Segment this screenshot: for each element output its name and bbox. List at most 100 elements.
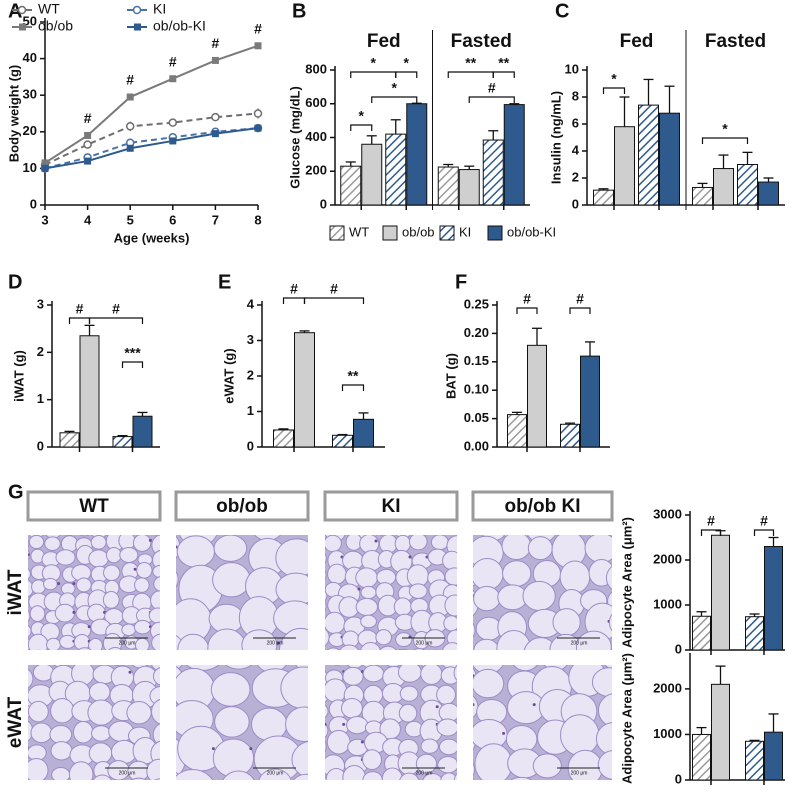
- legend-label: ob/ob-KI: [153, 18, 206, 34]
- group-label: Fasted: [705, 31, 766, 52]
- nucleus: [502, 731, 506, 735]
- adipocyte: [436, 718, 457, 737]
- series-line: [44, 127, 259, 170]
- adipocyte: [105, 546, 122, 564]
- adipocyte: [608, 613, 612, 632]
- y-tick-label: 600: [305, 95, 327, 110]
- annotation: #: [523, 291, 531, 307]
- adipocyte: [456, 759, 457, 765]
- nucleus: [380, 653, 383, 656]
- group-label: Fed: [367, 31, 401, 52]
- y-tick-label: 4: [572, 142, 580, 157]
- adipocyte: [595, 722, 612, 756]
- bar: [580, 355, 600, 448]
- adipocyte: [399, 772, 420, 780]
- y-tick-label: 0.00: [464, 438, 489, 453]
- y-tick-label: 0: [675, 641, 682, 656]
- bracket: [447, 71, 494, 78]
- adipocyte: [92, 774, 113, 780]
- adipocyte: [458, 720, 476, 739]
- adipocyte: [379, 645, 397, 650]
- histology-image: 200 μm: [176, 665, 308, 785]
- adipocyte: [103, 564, 121, 582]
- bar: [737, 164, 758, 206]
- annotation: #: [84, 110, 92, 126]
- column-header-box: [174, 490, 310, 522]
- bar: [692, 186, 713, 206]
- adipocyte: [333, 665, 341, 666]
- adipocyte: [54, 603, 76, 623]
- adipocyte: [146, 758, 160, 780]
- panel-label: F: [455, 271, 467, 293]
- adipocyte: [395, 632, 413, 648]
- bracket: [371, 96, 418, 103]
- adipocyte: [442, 550, 457, 571]
- panel-label: D: [8, 271, 22, 293]
- series-line: [44, 127, 259, 170]
- column-header-box: [323, 490, 459, 522]
- y-tick-label: 50: [23, 13, 37, 28]
- series-line: [44, 112, 259, 166]
- bracket: [88, 317, 144, 324]
- nucleus: [169, 671, 172, 674]
- bracket: [350, 124, 373, 131]
- bar: [507, 414, 527, 448]
- y-tick-label: 2000: [653, 680, 682, 695]
- adipocyte: [176, 769, 214, 780]
- adipocyte: [28, 568, 31, 580]
- adipocyte: [325, 678, 348, 703]
- annotation: #: [169, 53, 177, 69]
- adipocyte: [70, 781, 91, 793]
- adipocyte: [28, 700, 49, 723]
- adipocyte: [10, 647, 31, 667]
- bar: [713, 168, 734, 206]
- adipocyte: [151, 535, 160, 556]
- nucleus: [311, 642, 314, 645]
- y-axis-label: Insulin (ng/mL): [548, 91, 563, 184]
- nucleus: [287, 782, 290, 785]
- adipocyte: [292, 773, 308, 780]
- y-tick-label: 0.10: [464, 382, 489, 397]
- histology-image: 200 μm: [10, 647, 172, 793]
- adipocyte: [50, 698, 75, 724]
- adipocyte: [28, 668, 34, 689]
- adipocyte: [429, 520, 444, 534]
- marker: [125, 122, 135, 131]
- adipocyte: [26, 782, 50, 793]
- legend-label: ob/ob: [38, 18, 73, 34]
- adipocyte: [62, 652, 77, 667]
- adipocyte: [258, 768, 292, 780]
- marker: [211, 56, 219, 64]
- y-tick-label: 20: [23, 123, 37, 138]
- nucleus: [276, 641, 280, 645]
- annotation: **: [465, 55, 476, 71]
- adipocyte: [114, 783, 133, 793]
- panel-label: E: [218, 271, 231, 293]
- y-tick-label: 0: [247, 438, 254, 453]
- adipocyte: [31, 579, 46, 595]
- adipocyte: [92, 653, 106, 666]
- nucleus: [374, 539, 378, 543]
- bar: [406, 103, 428, 206]
- adipocyte: [420, 665, 443, 685]
- y-tick-label: 2: [37, 344, 44, 359]
- bar: [112, 436, 133, 448]
- adipocyte: [278, 627, 308, 650]
- adipocyte: [88, 549, 109, 568]
- y-axis-label: BAT (g): [443, 353, 458, 399]
- bar: [638, 104, 659, 206]
- y-tick-label: 0: [675, 771, 682, 786]
- adipocyte: [597, 750, 612, 780]
- nucleus: [128, 670, 132, 674]
- adipocyte: [55, 549, 76, 566]
- y-tick-label: 8: [572, 88, 579, 103]
- histology-image: 200 μm: [325, 653, 476, 780]
- y-tick-label: 0: [320, 196, 327, 211]
- adipocyte: [158, 649, 160, 650]
- adipocyte: [361, 665, 380, 669]
- legend-swatch: [382, 225, 398, 241]
- adipocyte: [275, 538, 308, 578]
- legend-label: ob/ob: [402, 224, 435, 239]
- adipocyte: [325, 570, 327, 580]
- nucleus: [249, 747, 253, 751]
